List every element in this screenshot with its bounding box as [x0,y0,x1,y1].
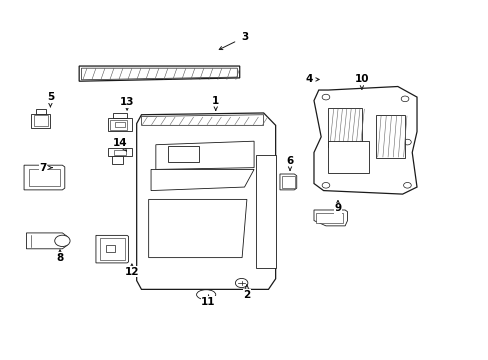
Circle shape [235,278,247,288]
Text: 3: 3 [241,32,247,42]
Text: 9: 9 [334,203,341,213]
Bar [328,141,368,173]
Polygon shape [79,66,239,81]
Text: 2: 2 [243,290,250,300]
Text: 12: 12 [124,267,139,277]
Polygon shape [281,176,294,188]
Polygon shape [112,156,123,164]
Polygon shape [151,170,254,190]
Polygon shape [156,141,254,170]
Polygon shape [280,174,296,190]
Bar [167,147,199,162]
Polygon shape [108,148,132,156]
Polygon shape [112,113,127,118]
Polygon shape [110,120,127,130]
Text: 10: 10 [354,75,368,85]
Text: 11: 11 [201,297,215,307]
Polygon shape [100,238,124,260]
Polygon shape [96,235,128,263]
Bar [114,150,125,154]
Bar [376,115,404,158]
Polygon shape [105,245,115,252]
Polygon shape [148,199,246,258]
Text: 4: 4 [305,75,312,85]
Circle shape [55,235,70,247]
Polygon shape [26,233,67,249]
Polygon shape [137,113,275,289]
Ellipse shape [196,290,215,300]
Bar [328,108,361,147]
Polygon shape [31,114,50,128]
Polygon shape [36,109,45,114]
Text: 6: 6 [286,156,293,166]
Text: 8: 8 [56,253,63,262]
Text: 13: 13 [120,98,134,107]
Polygon shape [313,210,347,226]
Text: 14: 14 [112,138,127,148]
Text: 1: 1 [212,96,219,105]
Polygon shape [256,155,275,268]
Bar [115,122,124,127]
Polygon shape [108,118,132,131]
Polygon shape [29,169,60,186]
Polygon shape [34,116,48,126]
Polygon shape [313,86,416,194]
Text: 7: 7 [40,163,47,173]
Polygon shape [24,165,64,190]
Polygon shape [316,213,342,223]
Text: 5: 5 [47,92,54,102]
